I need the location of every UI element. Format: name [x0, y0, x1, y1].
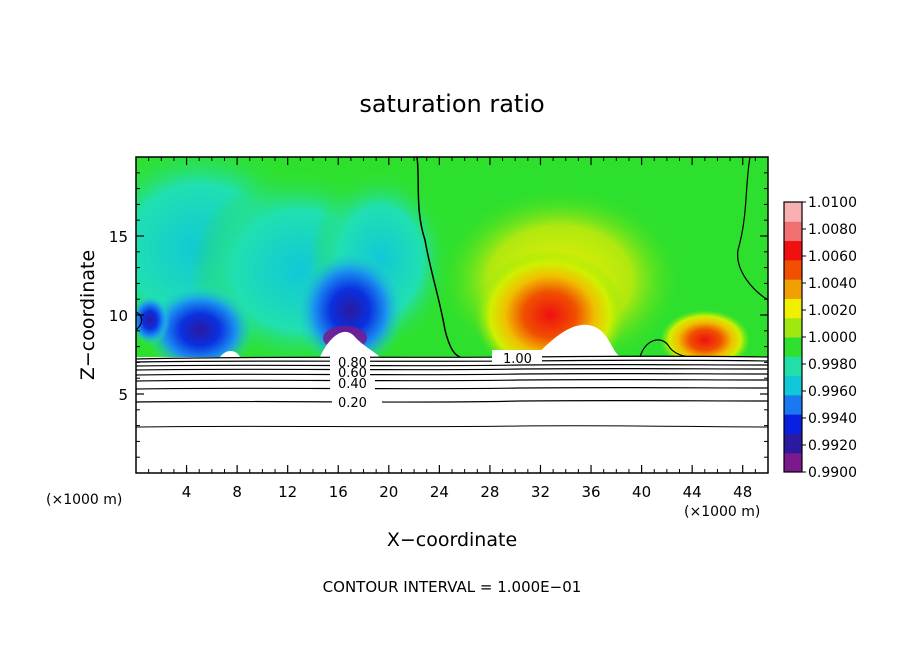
x-unit-right: (×1000 m)	[684, 504, 760, 520]
colorbar-label: 0.9920	[808, 438, 857, 454]
x-axis: 4 8 12 16 20 24 28 32 36 40 44 48	[148, 157, 756, 501]
heatmap-field	[136, 157, 768, 473]
colorbar: 1.0100 1.0080 1.0060 1.0040 1.0020 1.0000 0.99…	[783, 195, 857, 481]
x-axis-label: X−coordinate	[387, 529, 517, 551]
colorbar-swatch	[784, 221, 802, 242]
colorbar-swatch	[784, 356, 802, 377]
colorbar-swatch	[784, 414, 802, 434]
contour-interval-note: CONTOUR INTERVAL = 1.000E−01	[323, 578, 582, 596]
contour-label: 0.60	[338, 366, 367, 381]
colorbar-label: 1.0100	[808, 195, 857, 211]
colorbar-swatch	[784, 202, 802, 222]
colorbar-label: 0.9900	[808, 465, 857, 481]
colorbar-label: 0.9960	[808, 384, 857, 400]
colorbar-swatch	[784, 317, 802, 338]
colorbar-swatch	[784, 394, 802, 415]
x-tick-label: 32	[531, 483, 550, 501]
x-tick-label: 44	[683, 483, 702, 501]
y-tick-label: 10	[109, 307, 128, 325]
colorbar-swatch	[784, 452, 802, 473]
x-tick-label: 4	[182, 483, 192, 501]
contour-label: 0.40	[338, 377, 367, 392]
x-tick-label: 24	[430, 483, 449, 501]
contour-label: 0.80	[338, 356, 367, 371]
x-tick-label: 12	[278, 483, 297, 501]
y-tick-label: 5	[118, 386, 128, 404]
colorbar-swatch	[784, 375, 802, 396]
colorbar-swatch	[784, 433, 802, 454]
colorbar-label: 0.9940	[808, 411, 857, 427]
chart-title: saturation ratio	[359, 90, 544, 118]
x-tick-label: 36	[581, 483, 600, 501]
y-tick-label: 15	[109, 228, 128, 246]
colorbar-label: 1.0060	[808, 249, 857, 265]
x-unit-left: (×1000 m)	[46, 492, 122, 508]
colorbar-swatch	[784, 240, 802, 261]
colorbar-label: 1.0020	[808, 303, 857, 319]
colorbar-swatch	[784, 298, 802, 319]
colorbar-label: 0.9980	[808, 357, 857, 373]
colorbar-swatch	[784, 279, 802, 299]
x-tick-label: 16	[329, 483, 348, 501]
x-tick-label: 28	[480, 483, 499, 501]
x-tick-label: 40	[632, 483, 651, 501]
contour-label: 1.00	[503, 352, 532, 367]
x-tick-label: 8	[232, 483, 242, 501]
x-tick-label: 48	[733, 483, 752, 501]
y-axis: 5 10 15	[109, 172, 768, 458]
colorbar-label: 1.0040	[808, 276, 857, 292]
colorbar-label: 1.0080	[808, 222, 857, 238]
y-axis-label: Z−coordinate	[77, 250, 99, 380]
contour-label: 0.20	[338, 396, 367, 411]
colorbar-swatch	[784, 259, 802, 280]
x-tick-label: 20	[379, 483, 398, 501]
colorbar-swatch	[784, 337, 802, 357]
colorbar-label: 1.0000	[808, 330, 857, 346]
